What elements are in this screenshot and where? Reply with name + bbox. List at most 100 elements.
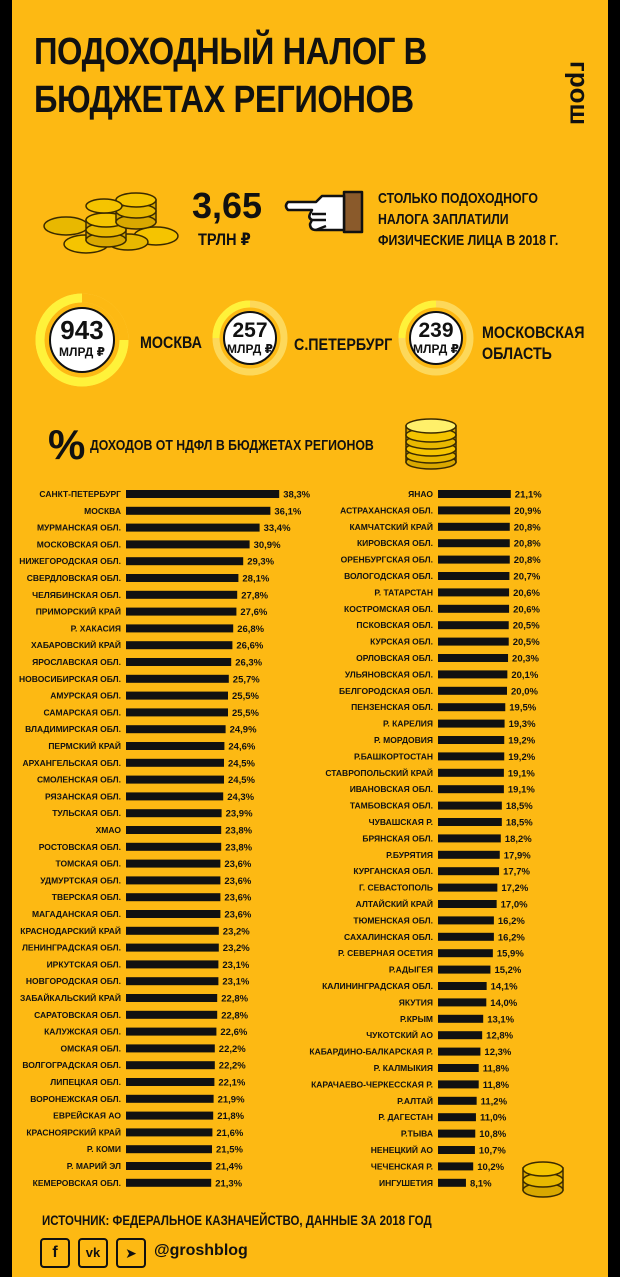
chart-title-text: ДОХОДОВ ОТ НДФЛ В БЮДЖЕТАХ РЕГИОНОВ bbox=[90, 437, 374, 454]
region-label: ВОЛГОГРАДСКАЯ ОБЛ. bbox=[22, 1060, 121, 1070]
region-label: ИВАНОВСКАЯ ОБЛ. bbox=[350, 784, 433, 794]
region-label: ТАМБОВСКАЯ ОБЛ. bbox=[350, 801, 433, 811]
facebook-icon[interactable]: f bbox=[40, 1238, 70, 1268]
region-label: ЗАБАЙКАЛЬСКИЙ КРАЙ bbox=[20, 992, 121, 1003]
bar bbox=[438, 1146, 475, 1154]
telegram-icon[interactable]: ➤ bbox=[116, 1238, 146, 1268]
total-tax-value: 3,65 bbox=[192, 185, 263, 226]
region-label: Р. ТАТАРСТАН bbox=[374, 587, 433, 597]
bar bbox=[438, 834, 501, 843]
bar bbox=[126, 1044, 215, 1053]
region-label: КАРАЧАЕВО-ЧЕРКЕССКАЯ Р. bbox=[311, 1079, 433, 1089]
value-label: 22,8% bbox=[221, 994, 248, 1005]
region-label: Р.БАШКОРТОСТАН bbox=[354, 751, 433, 761]
bar bbox=[438, 522, 510, 531]
region-name-line: С.ПЕТЕРБУРГ bbox=[294, 335, 393, 354]
ring-unit: МЛРД ₽ bbox=[413, 342, 459, 356]
ring-unit: МЛРД ₽ bbox=[59, 345, 105, 359]
bar bbox=[126, 1178, 212, 1187]
region-label: ОРЕНБУРГСКАЯ ОБЛ. bbox=[341, 555, 433, 565]
value-label: 20,0% bbox=[511, 686, 538, 697]
value-label: 20,1% bbox=[511, 670, 538, 681]
value-label: 16,2% bbox=[498, 932, 525, 943]
region-label: ЧУВАШСКАЯ Р. bbox=[369, 817, 433, 827]
region-label: Р. КАЛМЫКИЯ bbox=[374, 1063, 433, 1073]
bar bbox=[438, 1014, 484, 1023]
region-label: ТУЛЬСКАЯ ОБЛ. bbox=[52, 808, 121, 818]
region-label: САРАТОВСКАЯ ОБЛ. bbox=[34, 1010, 121, 1020]
region-label: ЧЕЛЯБИНСКАЯ ОБЛ. bbox=[32, 590, 121, 600]
region-label: КУРГАНСКАЯ ОБЛ. bbox=[353, 866, 433, 876]
title-line: ПОДОХОДНЫЙ НАЛОГ В bbox=[34, 31, 427, 73]
bar bbox=[438, 654, 509, 662]
ring-region-name: МОСКВА bbox=[140, 332, 202, 353]
bar bbox=[126, 792, 224, 801]
bar bbox=[438, 932, 494, 941]
value-label: 24,5% bbox=[228, 775, 255, 786]
value-label: 18,5% bbox=[506, 801, 533, 812]
value-label: 20,5% bbox=[513, 637, 540, 648]
coins-stack-icon bbox=[405, 418, 457, 470]
region-label: СМОЛЕНСКАЯ ОБЛ. bbox=[37, 775, 121, 785]
value-label: 12,8% bbox=[486, 1031, 513, 1042]
bar bbox=[126, 960, 219, 969]
page-title: ПОДОХОДНЫЙ НАЛОГ В БЮДЖЕТАХ РЕГИОНОВ bbox=[34, 28, 447, 124]
bar bbox=[438, 539, 510, 548]
region-label: РОСТОВСКАЯ ОБЛ. bbox=[39, 842, 121, 852]
bar bbox=[438, 801, 502, 810]
region-label: МОСКВА bbox=[84, 506, 121, 516]
region-label: КАБАРДИНО-БАЛКАРСКАЯ Р. bbox=[309, 1047, 433, 1057]
region-label: ВОРОНЕЖСКАЯ ОБЛ. bbox=[30, 1094, 121, 1104]
bar bbox=[438, 883, 498, 892]
region-label: Р.КРЫМ bbox=[400, 1014, 433, 1024]
bar bbox=[438, 900, 497, 908]
region-label: Р.АДЫГЕЯ bbox=[389, 965, 433, 975]
bar bbox=[126, 1010, 218, 1019]
value-label: 13,1% bbox=[487, 1014, 514, 1025]
grosh-logo: грош bbox=[562, 38, 596, 148]
region-label: Р. МАРИЙ ЭЛ bbox=[67, 1160, 121, 1171]
bar bbox=[438, 1113, 476, 1122]
value-label: 24,9% bbox=[230, 725, 257, 736]
value-label: 21,1% bbox=[515, 490, 542, 501]
region-label: КАЛУЖСКАЯ ОБЛ. bbox=[44, 1027, 121, 1037]
bar bbox=[126, 1162, 212, 1170]
bar bbox=[126, 691, 228, 700]
bar bbox=[438, 1129, 476, 1138]
region-label: Р. ДАГЕСТАН bbox=[378, 1112, 433, 1122]
value-label: 19,2% bbox=[508, 752, 535, 763]
value-label: 19,1% bbox=[508, 785, 535, 796]
value-label: 20,7% bbox=[513, 572, 540, 583]
value-label: 21,4% bbox=[216, 1162, 243, 1173]
bar bbox=[438, 1096, 477, 1105]
region-name-line: ОБЛАСТЬ bbox=[482, 344, 552, 363]
value-label: 21,8% bbox=[217, 1111, 244, 1122]
value-label: 17,9% bbox=[504, 850, 531, 861]
bar bbox=[438, 982, 487, 990]
value-label: 21,9% bbox=[218, 1094, 245, 1105]
value-label: 20,3% bbox=[512, 654, 539, 665]
value-label: 11,8% bbox=[483, 1080, 510, 1091]
bar bbox=[126, 540, 250, 549]
value-label: 19,5% bbox=[509, 703, 536, 714]
region-label: УЛЬЯНОВСКАЯ ОБЛ. bbox=[345, 669, 433, 679]
region-label: МУРМАНСКАЯ ОБЛ. bbox=[37, 523, 121, 533]
ring-region-name: МОСКОВСКАЯ ОБЛАСТЬ bbox=[482, 322, 585, 364]
value-label: 26,3% bbox=[235, 658, 262, 669]
region-label: ЯНАО bbox=[408, 489, 433, 499]
blog-handle[interactable]: @groshblog bbox=[154, 1242, 248, 1259]
value-label: 22,2% bbox=[219, 1061, 246, 1072]
logo-text: грош bbox=[564, 60, 595, 126]
bar bbox=[126, 607, 237, 616]
bar bbox=[438, 736, 505, 744]
region-label: КРАСНОЯРСКИЙ КРАЙ bbox=[26, 1126, 121, 1137]
value-label: 25,5% bbox=[232, 691, 259, 702]
value-label: 17,2% bbox=[501, 883, 528, 894]
bar bbox=[438, 686, 507, 695]
vk-icon[interactable]: vk bbox=[78, 1238, 108, 1268]
regions-bar-chart: САНКТ-ПЕТЕРБУРГ 38,3% МОСКВА 36,1% МУРМАНСКА… bbox=[19, 489, 542, 1189]
region-label: САНКТ-ПЕТЕРБУРГ bbox=[39, 489, 121, 499]
bar bbox=[438, 818, 502, 826]
region-label: АСТРАХАНСКАЯ ОБЛ. bbox=[340, 505, 433, 515]
value-label: 8,1% bbox=[470, 1178, 492, 1189]
